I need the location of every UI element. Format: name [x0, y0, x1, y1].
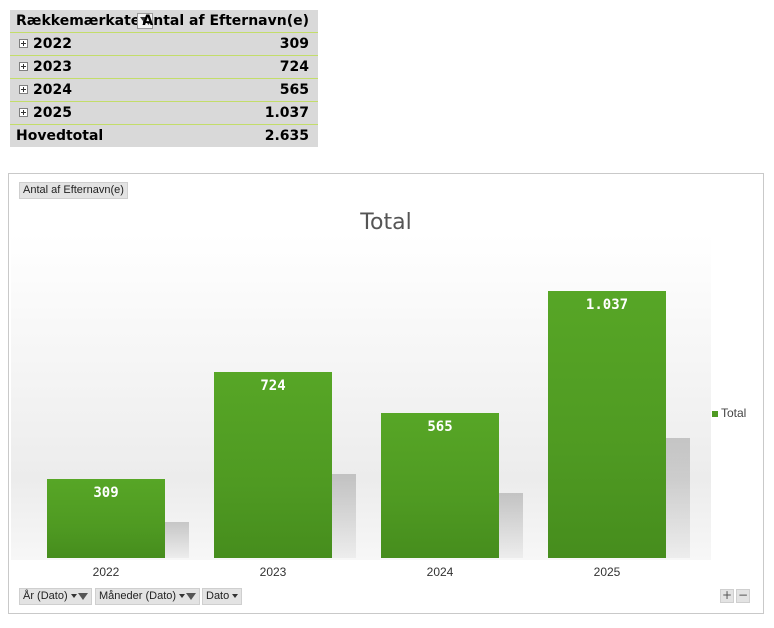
bar-2025[interactable]: [548, 291, 666, 558]
pivot-row: 2025 1.037: [10, 102, 318, 125]
category-label: 2024: [426, 565, 454, 579]
data-label: 565: [427, 419, 453, 435]
pivot-chart[interactable]: Antal af Efternavn(e) Total Total År (Da…: [8, 173, 764, 614]
row-value: 724: [279, 59, 309, 75]
bar-shadow: [666, 437, 690, 558]
value-field-button[interactable]: Antal af Efternavn(e): [19, 182, 128, 199]
category-label: 2023: [259, 565, 287, 579]
filter-funnel-icon: [186, 592, 197, 600]
year-field-label: År (Dato): [23, 590, 68, 602]
expand-icon[interactable]: [19, 108, 28, 117]
pivot-row: 2023 724: [10, 56, 318, 79]
expand-icon[interactable]: [19, 85, 28, 94]
pivot-row: 2022 309: [10, 33, 318, 56]
pivot-row: 2024 565: [10, 79, 318, 102]
data-label: 724: [260, 378, 286, 394]
row-value: 1.037: [264, 105, 309, 121]
chart-title: Total: [360, 210, 412, 235]
data-label: 1.037: [585, 297, 629, 313]
row-label: 2023: [33, 59, 72, 75]
bar-shadow: [499, 492, 523, 558]
value-header: Antal af Efternavn(e): [142, 13, 309, 29]
legend-label: Total: [721, 406, 747, 420]
dropdown-arrow-icon: [179, 594, 186, 599]
data-label: 309: [93, 485, 119, 501]
month-field-button[interactable]: Måneder (Dato): [95, 588, 201, 605]
grand-total-value: 2.635: [264, 128, 309, 144]
bar-2024[interactable]: [381, 413, 499, 558]
expand-icon[interactable]: [19, 39, 28, 48]
chart-legend[interactable]: Total: [712, 406, 746, 420]
zoom-in-button[interactable]: +: [720, 588, 734, 603]
date-field-label: Dato: [206, 590, 230, 602]
bar-2023[interactable]: [214, 372, 332, 558]
expand-icon[interactable]: [19, 62, 28, 71]
bar-2022[interactable]: [47, 479, 165, 558]
pivot-header-row: Rækkemærkater Antal af Efternavn(e): [10, 10, 318, 33]
row-labels-header: Rækkemærkater: [16, 13, 148, 29]
bar-shadow: [165, 522, 189, 558]
bar-shadow: [332, 474, 356, 558]
row-label: 2022: [33, 36, 72, 52]
category-label: 2025: [593, 565, 621, 579]
zoom-out-button[interactable]: −: [736, 588, 750, 603]
value-field-label: Antal af Efternavn(e): [23, 184, 124, 196]
dropdown-arrow-icon: [232, 594, 239, 599]
row-value: 565: [279, 82, 309, 98]
grand-total-row: Hovedtotal 2.635: [10, 125, 318, 147]
category-label: 2022: [92, 565, 120, 579]
pivot-table: Rækkemærkater Antal af Efternavn(e) 2022…: [10, 10, 318, 147]
filter-icon[interactable]: [137, 13, 153, 29]
filter-funnel-icon: [77, 592, 88, 600]
year-field-button[interactable]: År (Dato): [19, 588, 92, 605]
grand-total-label: Hovedtotal: [16, 128, 104, 144]
row-label: 2024: [33, 82, 72, 98]
dropdown-arrow-icon: [70, 594, 77, 599]
row-label: 2025: [33, 105, 72, 121]
row-value: 309: [279, 36, 309, 52]
legend-swatch: [712, 410, 718, 417]
date-field-button[interactable]: Dato: [202, 588, 243, 605]
month-field-label: Måneder (Dato): [99, 590, 177, 602]
